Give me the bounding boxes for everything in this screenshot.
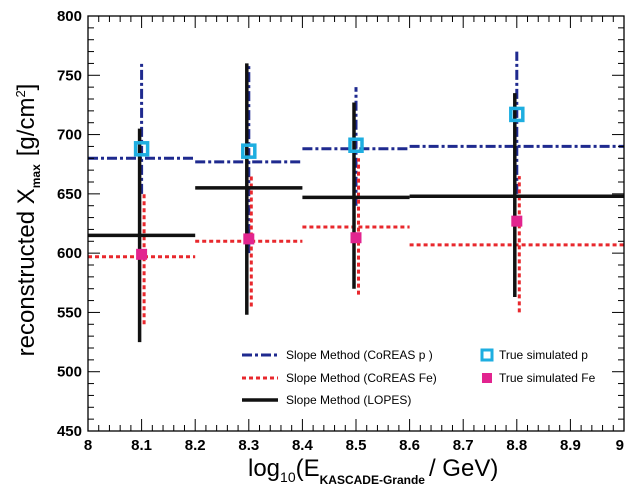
x-tick-label: 8.1: [131, 437, 152, 454]
y-tick-label: 700: [57, 127, 82, 144]
axes-layer: 8 8.1 8.2 8.3 8.4 8.5 8.6 8.7 8.8 8.9 9 450 500 550 60…: [57, 8, 625, 454]
legend-label: True simulated p: [499, 348, 588, 362]
y-tick-label: 750: [57, 67, 82, 84]
legend-label: True simulated Fe: [499, 371, 596, 385]
y-tick-label: 650: [57, 186, 82, 203]
x-tick-label: 8.6: [399, 437, 420, 454]
legend-label: Slope Method (CoREAS Fe): [286, 371, 437, 385]
x-tick-label: 8.7: [453, 437, 474, 454]
x-axis-title-sub2: KASCADE-Grande: [320, 473, 426, 487]
x-tick-label: 8.9: [560, 437, 581, 454]
marker-true-fe: [243, 233, 255, 245]
marker-true-p: [241, 143, 257, 159]
y-tick-label: 450: [57, 423, 82, 440]
x-axis-title-pre: log: [248, 455, 280, 482]
marker-true-fe: [136, 248, 148, 260]
x-axis-title-sub1: 10: [280, 469, 296, 485]
marker-true-p: [133, 141, 150, 157]
y-tick-label: 500: [57, 364, 82, 381]
y-axis-title: reconstructed Xmax [g/cm2]: [13, 84, 43, 357]
legend: Slope Method (CoREAS p ) Slope Method (Co…: [242, 348, 596, 407]
x-axis-title-mid: (E: [296, 455, 320, 482]
y-tick-label: 550: [57, 304, 82, 321]
legend-swatch: [480, 348, 494, 362]
y-axis-title-unit-open: [g/cm: [13, 98, 40, 157]
x-tick-label: 8: [84, 437, 92, 454]
x-tick-label: 8.8: [506, 437, 527, 454]
x-axis-title-post: / GeV): [429, 455, 498, 482]
y-axis-title-main: reconstructed X: [13, 188, 40, 356]
marker-true-p: [348, 137, 364, 153]
marker-true-p: [509, 106, 525, 123]
y-axis-title-sub: max: [29, 164, 43, 188]
x-tick-label: 8.3: [238, 437, 259, 454]
x-tick-label: 8.2: [185, 437, 206, 454]
y-axis-title-unit-sup: 2: [13, 90, 28, 97]
x-axis-title: log10(EKASCADE-Grande / GeV): [248, 455, 498, 487]
legend-label: Slope Method (CoREAS p ): [286, 348, 433, 362]
legend-swatch: [482, 373, 492, 383]
y-tick-label: 600: [57, 245, 82, 262]
x-tick-label: 9: [616, 437, 624, 454]
x-tick-label: 8.4: [292, 437, 314, 454]
plot-frame: [87, 15, 625, 432]
marker-true-fe: [350, 232, 362, 244]
legend-label: Slope Method (LOPES): [286, 393, 411, 407]
plot-layer: [88, 51, 624, 343]
marker-true-fe: [511, 215, 523, 227]
x-tick-label: 8.5: [346, 437, 367, 454]
y-tick-label: 800: [57, 8, 82, 25]
y-axis-title-unit-close: ]: [13, 84, 40, 91]
